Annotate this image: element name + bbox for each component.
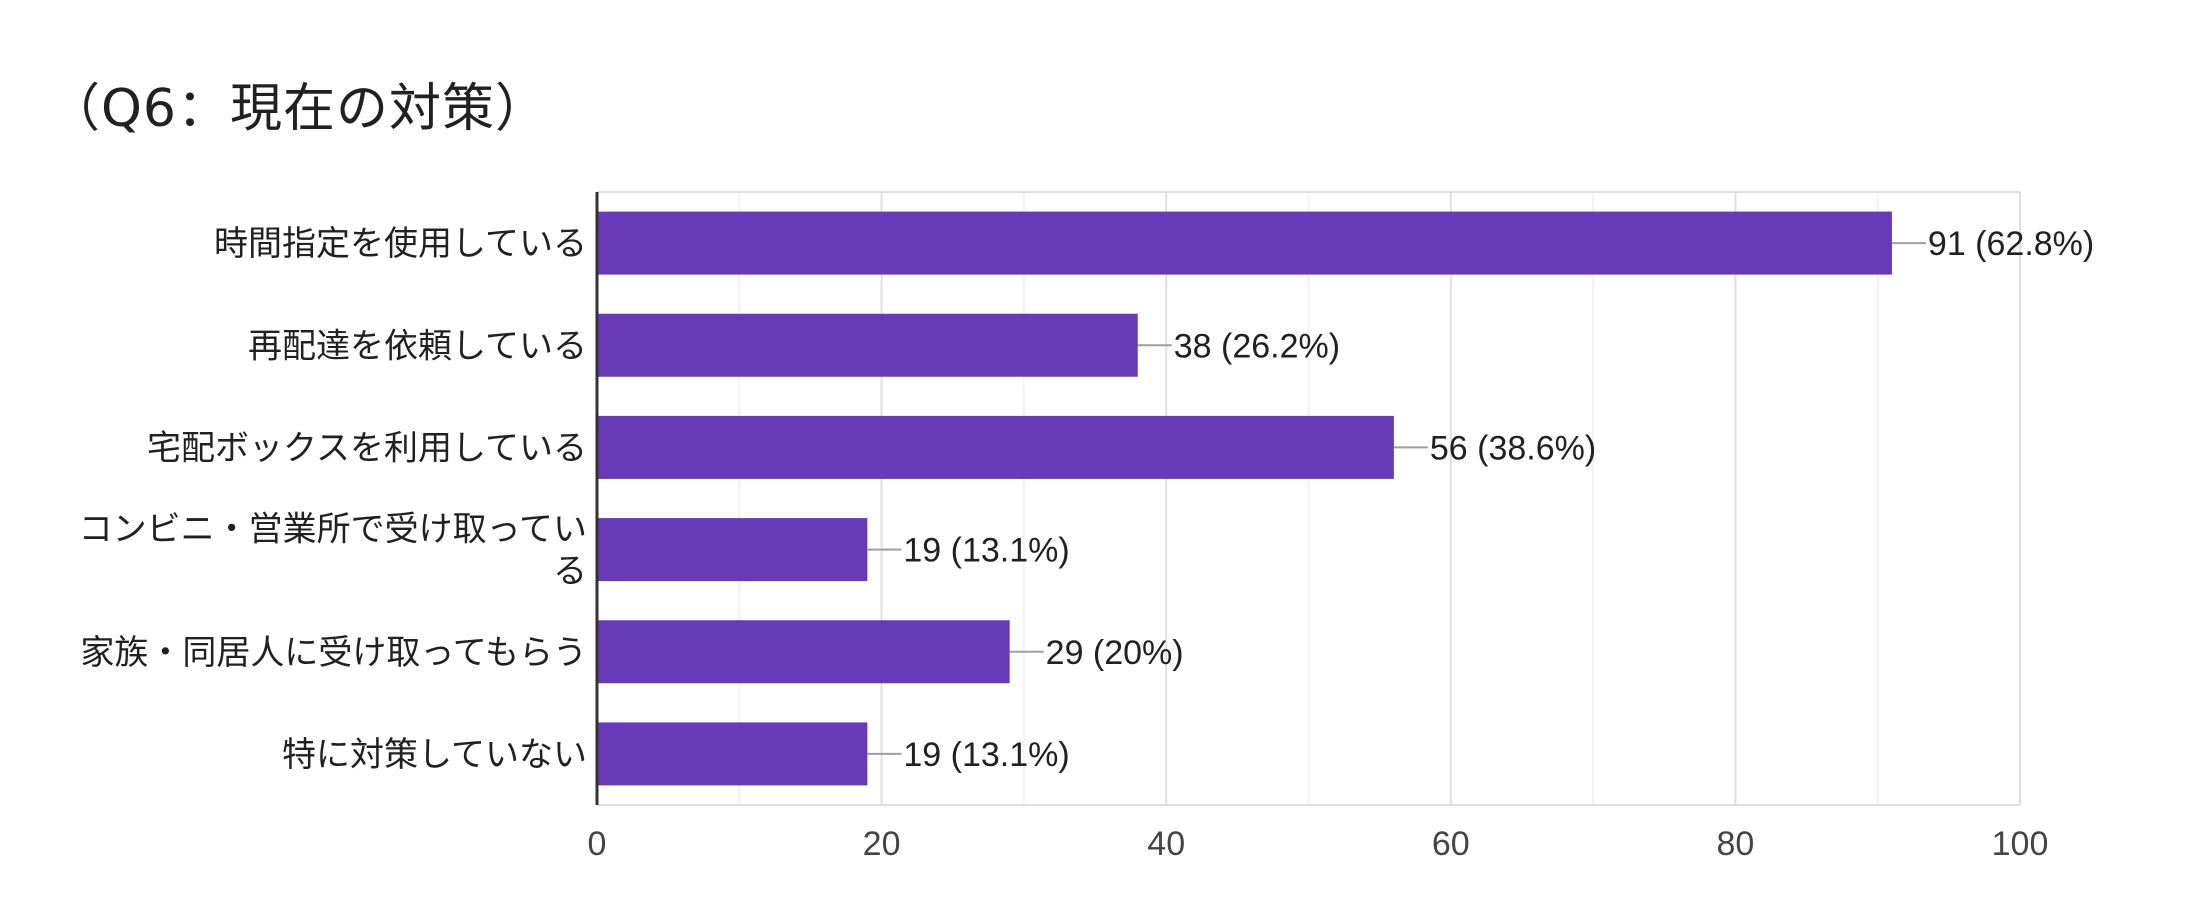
category-label: 再配達を依頼している (248, 327, 587, 365)
data-label: 19 (13.1%) (903, 736, 1069, 774)
chart-title: （Q6：現在の対策） (48, 79, 549, 139)
data-label: 56 (38.6%) (1430, 429, 1596, 467)
x-tick-label: 40 (1147, 825, 1185, 863)
bar (597, 620, 1010, 684)
data-label: 29 (20%) (1046, 634, 1184, 672)
category-label: 宅配ボックスを利用している (147, 429, 587, 467)
bar (597, 722, 868, 786)
category-label: コンビニ・営業所で受け取っている (79, 511, 587, 591)
bar (597, 313, 1138, 377)
bar (597, 415, 1394, 479)
data-label: 19 (13.1%) (903, 532, 1069, 570)
x-tick-label: 80 (1716, 825, 1754, 863)
category-label: 時間指定を使用している (214, 225, 587, 263)
x-tick-label: 20 (863, 825, 901, 863)
category-label: 特に対策していない (282, 736, 587, 774)
x-tick-label: 60 (1432, 825, 1470, 863)
data-label: 38 (26.2%) (1174, 327, 1340, 365)
bar (597, 518, 868, 582)
bar (597, 211, 1892, 275)
category-label: 家族・同居人に受け取ってもらう (80, 634, 587, 672)
x-tick-label: 100 (1992, 825, 2049, 863)
data-label: 91 (62.8%) (1928, 225, 2094, 263)
x-tick-label: 0 (588, 825, 607, 863)
